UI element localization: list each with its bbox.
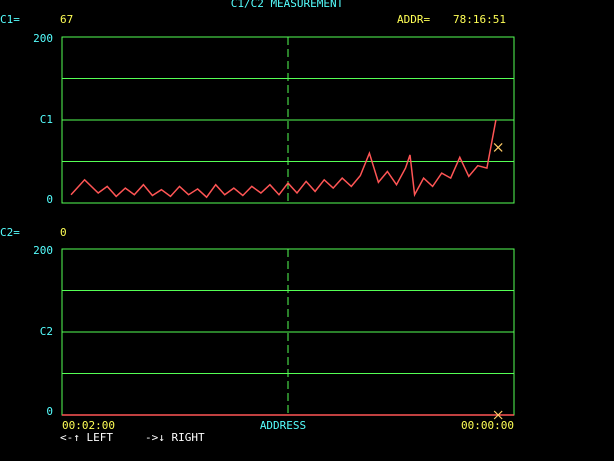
y-tick-label: 0: [46, 405, 53, 418]
y-tick-label: 200: [33, 32, 53, 45]
x-tick-label: 00:00:00: [461, 419, 514, 432]
key-hint-left: <-↑ LEFT: [60, 431, 113, 444]
addr-label: ADDR=: [397, 13, 430, 26]
y-tick-label: 0: [46, 193, 53, 206]
cursor-marker: [493, 410, 503, 420]
cursor-marker: [493, 142, 503, 152]
x-axis-label: ADDRESS: [260, 419, 306, 432]
x-tick-label: 00:02:00: [62, 419, 115, 432]
c1-value: 67: [60, 13, 73, 26]
y-tick-label: 200: [33, 244, 53, 257]
title: C1/C2 MEASUREMENT: [231, 0, 344, 10]
series-line: [70, 119, 497, 199]
c2-value: 0: [60, 226, 67, 239]
c1-label: C1=: [0, 13, 20, 26]
y-tick-label: C1: [40, 113, 53, 126]
c2-label: C2=: [0, 226, 20, 239]
addr-value: 78:16:51: [453, 13, 506, 26]
key-hint-right: ->↓ RIGHT: [145, 431, 205, 444]
y-tick-label: C2: [40, 325, 53, 338]
plot-frame: [61, 36, 515, 204]
